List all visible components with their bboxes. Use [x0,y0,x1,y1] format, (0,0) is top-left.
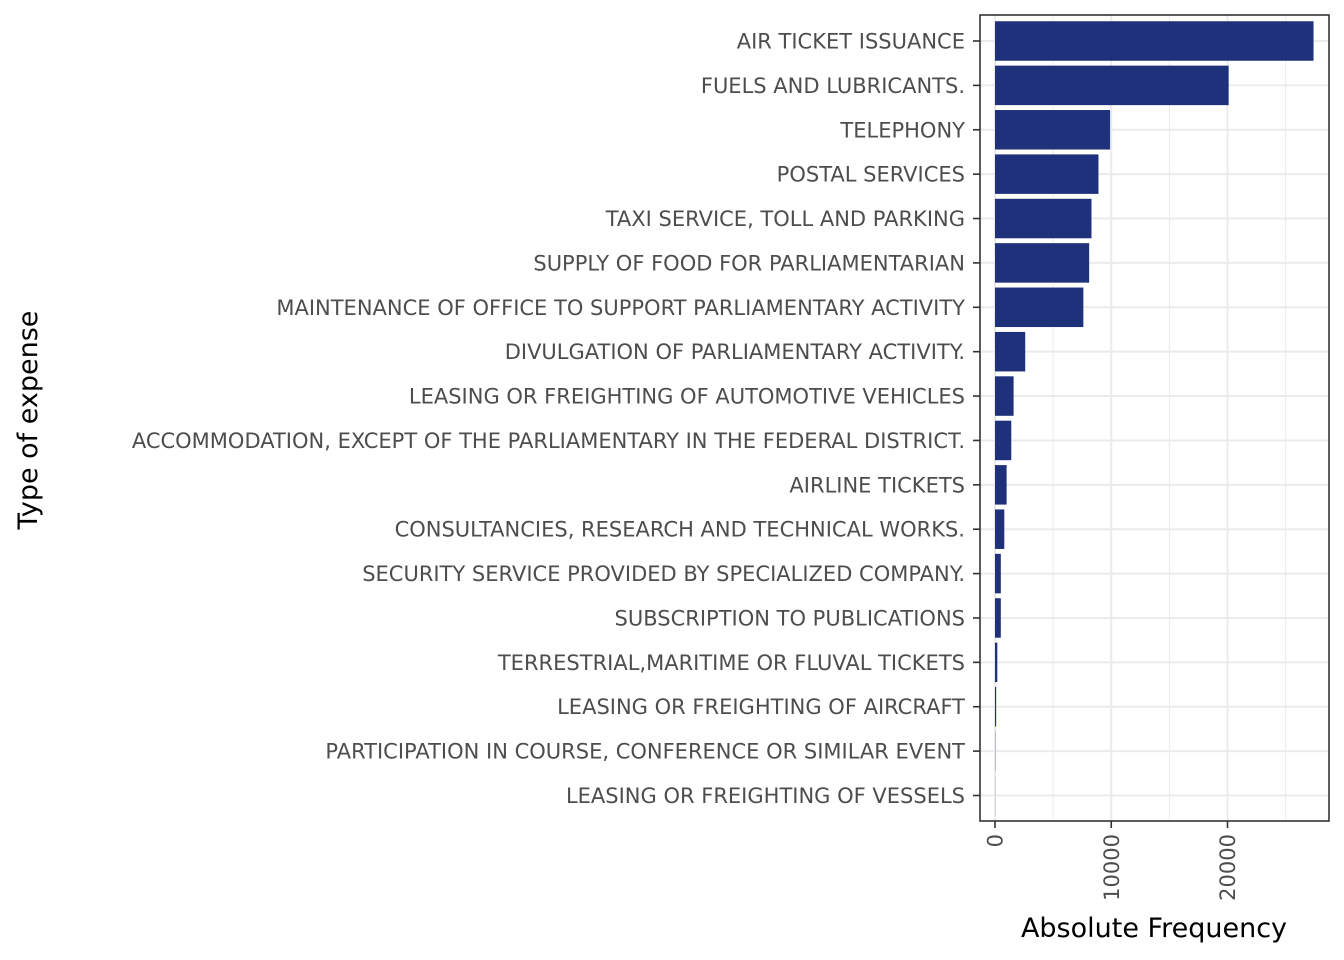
category-label: TELEPHONY [839,118,965,142]
category-label: LEASING OR FREIGHTING OF VESSELS [566,784,965,808]
bar [995,287,1084,328]
bar [995,21,1314,61]
bar [995,553,1001,594]
category-label: MAINTENANCE OF OFFICE TO SUPPORT PARLIAM… [276,296,965,320]
category-label: LEASING OR FREIGHTING OF AUTOMOTIVE VEHI… [409,385,965,409]
bar [995,154,1099,194]
bar [995,509,1005,549]
x-tick-label: 0 [984,834,1008,847]
bar [995,420,1012,461]
category-label: SECURITY SERVICE PROVIDED BY SPECIALIZED… [362,562,965,586]
bar [995,642,998,683]
x-axis-ticks: 0 10000 20000 [984,821,1240,901]
bar [995,331,1026,372]
category-label: TAXI SERVICE, TOLL AND PARKING [605,207,965,231]
x-tick-label: 20000 [1216,834,1240,901]
bar [995,465,1007,505]
bar [995,243,1090,283]
category-label: AIRLINE TICKETS [789,473,965,497]
category-label: DIVULGATION OF PARLIAMENTARY ACTIVITY. [505,340,965,364]
x-axis-title: Absolute Frequency [1021,913,1287,944]
bar [995,598,1001,638]
bars [995,21,1314,816]
category-label: POSTAL SERVICES [777,163,965,187]
category-label: ACCOMMODATION, EXCEPT OF THE PARLIAMENTA… [132,429,965,453]
bar [995,110,1111,150]
x-tick-label: 10000 [1100,834,1124,901]
category-label: FUELS AND LUBRICANTS. [701,74,965,98]
category-label: TERRESTRIAL,MARITIME OR FLUVAL TICKETS [497,651,965,675]
category-label: LEASING OR FREIGHTING OF AIRCRAFT [557,695,965,719]
category-label: CONSULTANCIES, RESEARCH AND TECHNICAL WO… [395,518,965,542]
y-axis-title: Type of expense [13,311,44,531]
bar [995,686,997,727]
category-label: SUPPLY OF FOOD FOR PARLIAMENTARIAN [533,251,965,275]
y-axis-ticks: AIR TICKET ISSUANCE FUELS AND LUBRICANTS.… [132,30,980,808]
panel-border [979,14,1330,822]
category-label: AIR TICKET ISSUANCE [737,30,965,54]
bar [995,65,1229,106]
category-label: SUBSCRIPTION TO PUBLICATIONS [615,606,965,630]
category-label: PARTICIPATION IN COURSE, CONFERENCE OR S… [325,740,965,764]
bar [995,198,1092,239]
bar [995,376,1014,416]
